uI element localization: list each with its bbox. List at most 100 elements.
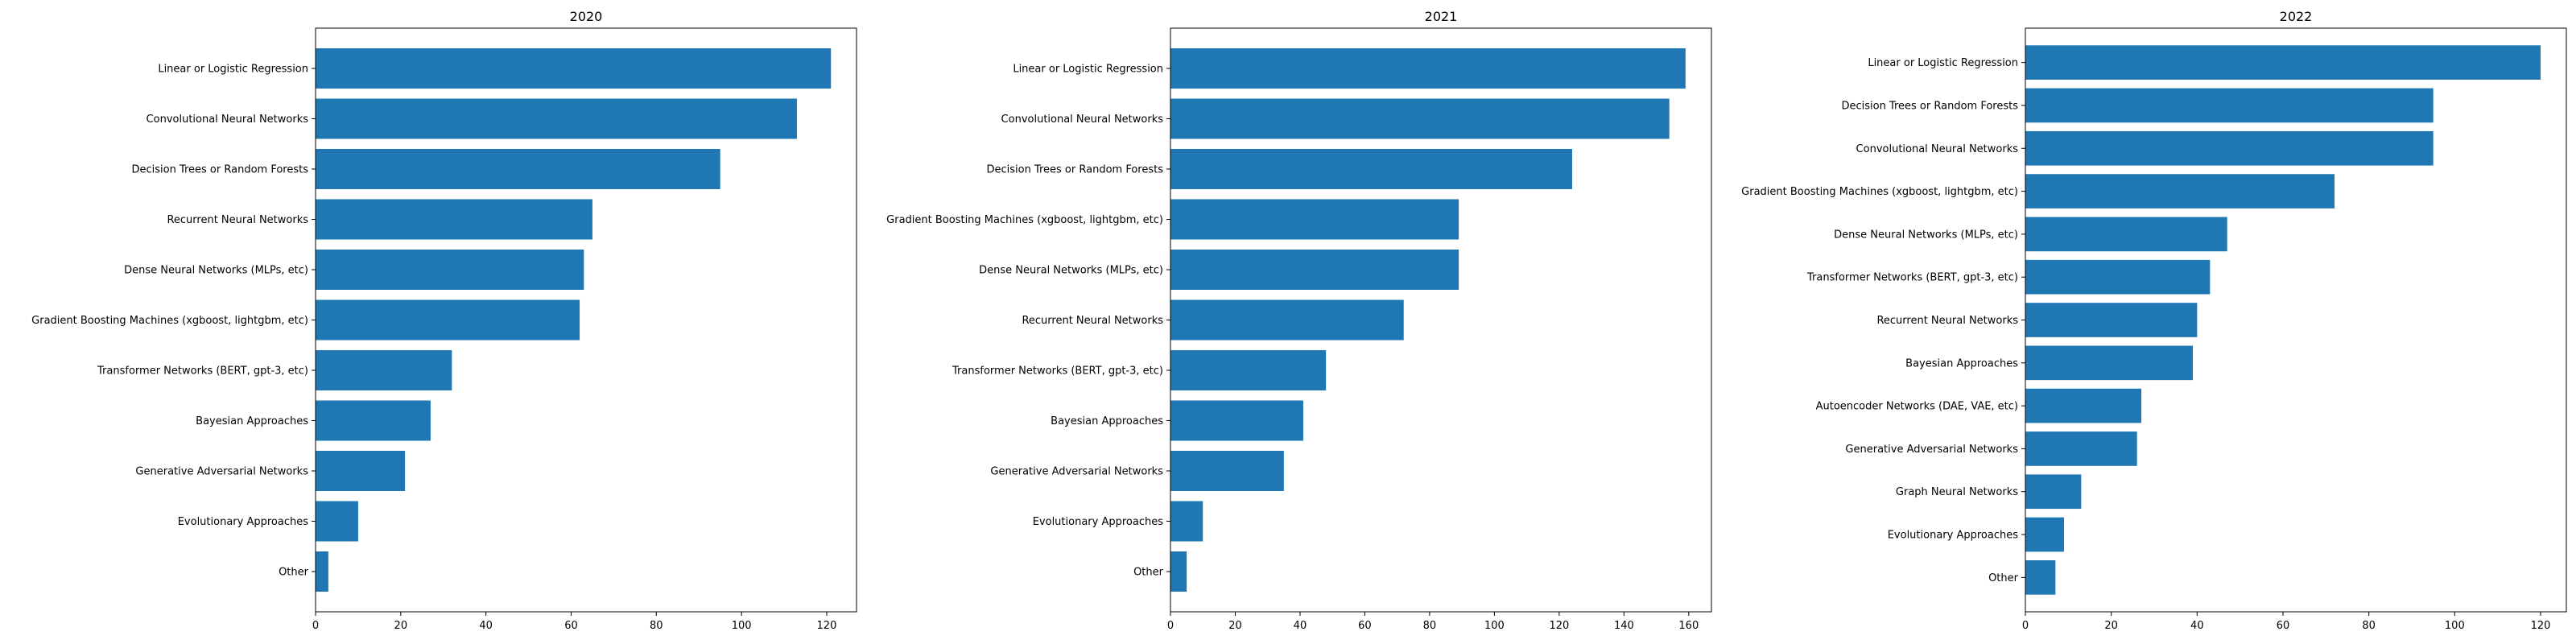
x-tick-label: 120 — [817, 620, 837, 632]
bar — [316, 400, 431, 441]
bar — [1170, 299, 1404, 341]
bar — [2025, 560, 2056, 595]
bar — [316, 199, 592, 240]
category-label: Dense Neural Networks (MLPs, etc) — [124, 265, 308, 277]
category-label: Convolutional Neural Networks — [147, 114, 309, 126]
x-tick-label: 120 — [1549, 620, 1569, 632]
x-tick-label: 20 — [1228, 620, 1242, 632]
x-tick-label: 60 — [564, 620, 578, 632]
x-tick-label: 0 — [2022, 620, 2029, 632]
x-tick-label: 80 — [650, 620, 663, 632]
category-label: Gradient Boosting Machines (xgboost, lig… — [886, 214, 1163, 226]
category-label: Bayesian Approaches — [196, 415, 308, 427]
category-label: Graph Neural Networks — [1896, 486, 2018, 498]
category-label: Other — [1133, 567, 1164, 579]
bar — [316, 451, 406, 491]
category-label: Autoencoder Networks (DAE, VAE, etc) — [1816, 401, 2018, 413]
category-label: Gradient Boosting Machines (xgboost, lig… — [31, 315, 308, 327]
x-tick-label: 20 — [2104, 620, 2118, 632]
category-label: Evolutionary Approaches — [1888, 530, 2019, 542]
bar — [316, 250, 584, 290]
bar — [2025, 45, 2541, 80]
category-label: Generative Adversarial Networks — [990, 466, 1163, 478]
x-tick-label: 100 — [732, 620, 752, 632]
x-tick-label: 40 — [2190, 620, 2204, 632]
bar — [2025, 517, 2064, 552]
bar — [2025, 345, 2193, 381]
x-tick-label: 40 — [1294, 620, 1307, 632]
category-label: Generative Adversarial Networks — [135, 466, 308, 478]
bar — [2025, 303, 2198, 337]
category-label: Recurrent Neural Networks — [167, 214, 308, 226]
bar — [316, 299, 580, 341]
bar — [2025, 431, 2137, 466]
category-label: Dense Neural Networks (MLPs, etc) — [1834, 229, 2018, 241]
bar — [2025, 388, 2141, 423]
bar — [316, 149, 720, 189]
panel-title: 2022 — [2280, 9, 2313, 24]
x-tick-label: 120 — [2531, 620, 2551, 632]
bar — [2025, 217, 2227, 252]
bar — [1170, 48, 1686, 89]
panel-2020: 2020 Linear or Logistic Regression Convolu… — [31, 9, 857, 632]
category-label: Evolutionary Approaches — [178, 516, 309, 528]
category-label: Recurrent Neural Networks — [1876, 315, 2018, 327]
bar — [2025, 88, 2434, 123]
category-label: Decision Trees or Random Forests — [986, 164, 1163, 176]
x-tick-label: 40 — [479, 620, 493, 632]
x-tick-label: 100 — [1484, 620, 1505, 632]
category-label: Bayesian Approaches — [1051, 415, 1163, 427]
panel-title: 2020 — [570, 9, 603, 24]
category-label: Other — [279, 567, 309, 579]
x-tick-label: 80 — [2362, 620, 2376, 632]
category-label: Transformer Networks (BERT, gpt-3, etc) — [1806, 272, 2018, 284]
bar — [316, 350, 452, 390]
category-label: Decision Trees or Random Forests — [131, 164, 308, 176]
category-label: Convolutional Neural Networks — [1001, 114, 1164, 126]
category-label: Generative Adversarial Networks — [1845, 444, 2018, 456]
panel-title: 2021 — [1425, 9, 1458, 24]
bar — [1170, 350, 1327, 390]
category-label: Convolutional Neural Networks — [1856, 143, 2019, 155]
x-tick-label: 60 — [2277, 620, 2290, 632]
x-tick-label: 0 — [312, 620, 319, 632]
x-tick-label: 100 — [2445, 620, 2465, 632]
category-label: Dense Neural Networks (MLPs, etc) — [979, 265, 1163, 277]
bar — [1170, 98, 1670, 139]
bar — [2025, 474, 2082, 510]
bar — [2025, 130, 2434, 166]
bar — [316, 98, 797, 139]
x-tick-label: 20 — [394, 620, 408, 632]
category-label: Decision Trees or Random Forests — [1841, 100, 2018, 112]
axes-frame — [1170, 27, 1712, 613]
bar — [1170, 551, 1187, 592]
bar — [1170, 501, 1203, 542]
x-tick-label: 160 — [1678, 620, 1699, 632]
category-label: Linear or Logistic Regression — [1868, 57, 2018, 69]
category-label: Linear or Logistic Regression — [1013, 64, 1163, 76]
category-label: Linear or Logistic Regression — [158, 64, 308, 76]
category-label: Transformer Networks (BERT, gpt-3, etc) — [97, 365, 308, 378]
x-tick-label: 0 — [1167, 620, 1174, 632]
x-tick-label: 80 — [1423, 620, 1437, 632]
category-label: Transformer Networks (BERT, gpt-3, etc) — [952, 365, 1163, 378]
axes-frame — [2025, 27, 2567, 613]
category-label: Evolutionary Approaches — [1033, 516, 1164, 528]
bar — [316, 48, 832, 89]
bar — [1170, 250, 1459, 290]
bar — [1170, 400, 1303, 441]
bar — [316, 501, 358, 542]
bar — [2025, 259, 2211, 295]
axes-frame — [315, 27, 857, 613]
bar — [1170, 199, 1459, 240]
category-label: Bayesian Approaches — [1905, 357, 2018, 369]
category-label: Gradient Boosting Machines (xgboost, lig… — [1741, 186, 2018, 198]
x-tick-label: 60 — [1358, 620, 1372, 632]
bar — [1170, 451, 1284, 491]
panel-2022: 2022 Linear or Logistic Regression Decisio… — [1741, 9, 2567, 632]
bar — [316, 551, 328, 592]
x-tick-label: 140 — [1614, 620, 1634, 632]
category-label: Recurrent Neural Networks — [1022, 315, 1163, 327]
panel-2021: 2021 Linear or Logistic Regression Convolu… — [886, 9, 1712, 632]
